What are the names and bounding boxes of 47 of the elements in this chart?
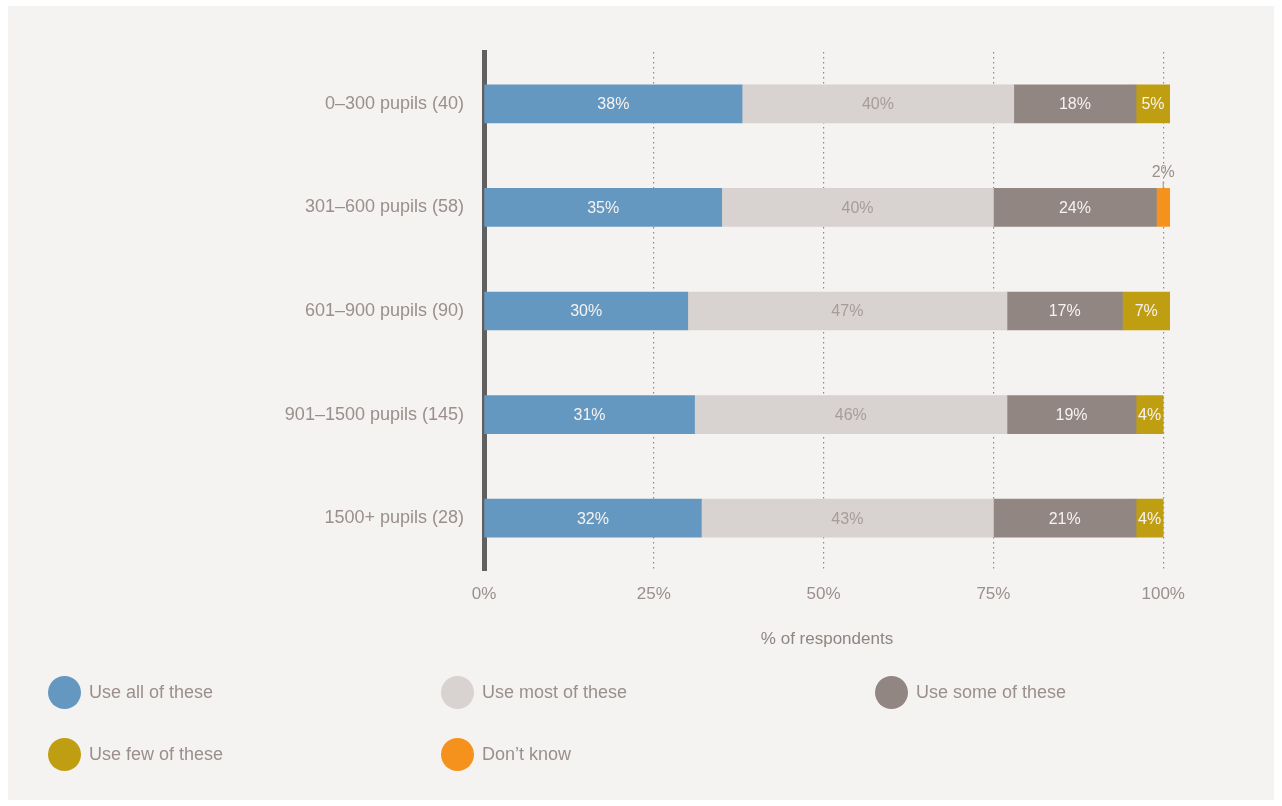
bar <box>687 291 1008 331</box>
bar <box>484 188 723 227</box>
data-label: 38% <box>597 95 630 113</box>
data-label: 21% <box>1048 509 1081 527</box>
data-label: 19% <box>1055 406 1088 424</box>
x-tick-label: 75% <box>976 583 1011 603</box>
y-tick-label: 901–1500 pupils (145) <box>284 403 464 424</box>
bar <box>1006 291 1123 331</box>
y-tick-label: 1500+ pupils (28) <box>324 507 464 528</box>
data-label: 2% <box>1151 162 1175 180</box>
x-tick-label: 0% <box>471 583 497 603</box>
data-label: 17% <box>1048 302 1081 320</box>
legend-label: Use few of these <box>89 743 224 765</box>
legend-label: Use most of these <box>482 681 628 703</box>
bar <box>484 291 689 331</box>
data-label: 31% <box>573 406 606 424</box>
bar <box>484 395 695 434</box>
bar <box>484 498 702 538</box>
bar <box>1156 188 1170 227</box>
bar <box>993 188 1157 227</box>
x-tick-label: 25% <box>636 583 671 603</box>
bar <box>1006 395 1137 434</box>
x-tick-label: 100% <box>1141 583 1185 603</box>
bar <box>484 84 743 124</box>
bar <box>741 84 1015 124</box>
bar <box>701 498 994 538</box>
legend-label: Use all of these <box>89 681 214 703</box>
data-label: 18% <box>1058 95 1091 113</box>
bar <box>721 188 994 227</box>
legend-label: Use some of these <box>916 681 1067 703</box>
x-tick-label: 50% <box>806 583 841 603</box>
data-label: 24% <box>1058 198 1091 216</box>
data-label: 30% <box>570 302 603 320</box>
x-axis-title: % of respondents <box>760 629 894 649</box>
y-tick-label: 0–300 pupils (40) <box>324 92 464 113</box>
legend-label: Don’t know <box>482 743 572 765</box>
data-label: 35% <box>587 198 620 216</box>
data-label: 32% <box>576 509 609 527</box>
data-label: 4% <box>1138 509 1162 527</box>
bar <box>993 498 1137 538</box>
y-tick-label: 301–600 pupils (58) <box>304 196 464 217</box>
bar <box>1013 84 1137 124</box>
data-label: 7% <box>1134 302 1158 320</box>
data-label: 5% <box>1141 95 1165 113</box>
bar <box>694 395 1008 434</box>
y-tick-label: 601–900 pupils (90) <box>304 299 464 320</box>
data-label: 4% <box>1138 406 1162 424</box>
